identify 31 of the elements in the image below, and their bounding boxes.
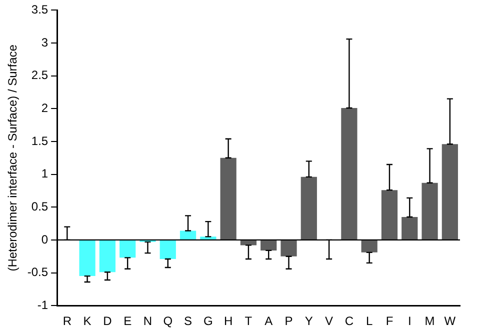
y-tick-label: -1 — [37, 298, 48, 312]
x-tick-label: V — [325, 314, 334, 328]
x-tick-label: H — [224, 314, 233, 328]
y-tick-label: -0.5 — [27, 265, 48, 280]
y-tick-label: 2 — [41, 100, 48, 115]
x-tick-label: G — [204, 314, 213, 328]
x-tick-label: W — [444, 314, 456, 328]
x-tick-label: Q — [163, 314, 173, 328]
y-tick-label: 0.5 — [31, 199, 48, 214]
x-tick-label: D — [103, 314, 112, 328]
x-tick-label: P — [284, 314, 293, 328]
y-tick-label: 3 — [41, 35, 48, 50]
x-tick-label: C — [344, 314, 354, 328]
y-tick-label: 1 — [41, 166, 48, 181]
y-axis-title: (Heterodimer interface - Surface) / Surface — [6, 44, 20, 272]
x-tick-label: T — [244, 314, 253, 328]
x-tick-label: L — [366, 314, 373, 328]
y-tick-label: 3.5 — [31, 2, 48, 17]
y-tick-label: 2.5 — [31, 68, 48, 82]
x-tick-label: E — [124, 314, 132, 328]
x-tick-label: I — [408, 314, 412, 328]
x-tick-label: Y — [304, 314, 313, 328]
x-tick-label: N — [143, 314, 152, 328]
x-tick-label: R — [62, 314, 72, 328]
x-tick-label: A — [264, 314, 273, 328]
x-tick-label: K — [83, 314, 92, 328]
y-tick-label: 0 — [41, 232, 48, 246]
x-tick-label: S — [184, 314, 192, 328]
y-tick-label: 1.5 — [31, 134, 48, 148]
x-tick-label: F — [386, 314, 394, 328]
x-tick-label: M — [424, 314, 435, 328]
